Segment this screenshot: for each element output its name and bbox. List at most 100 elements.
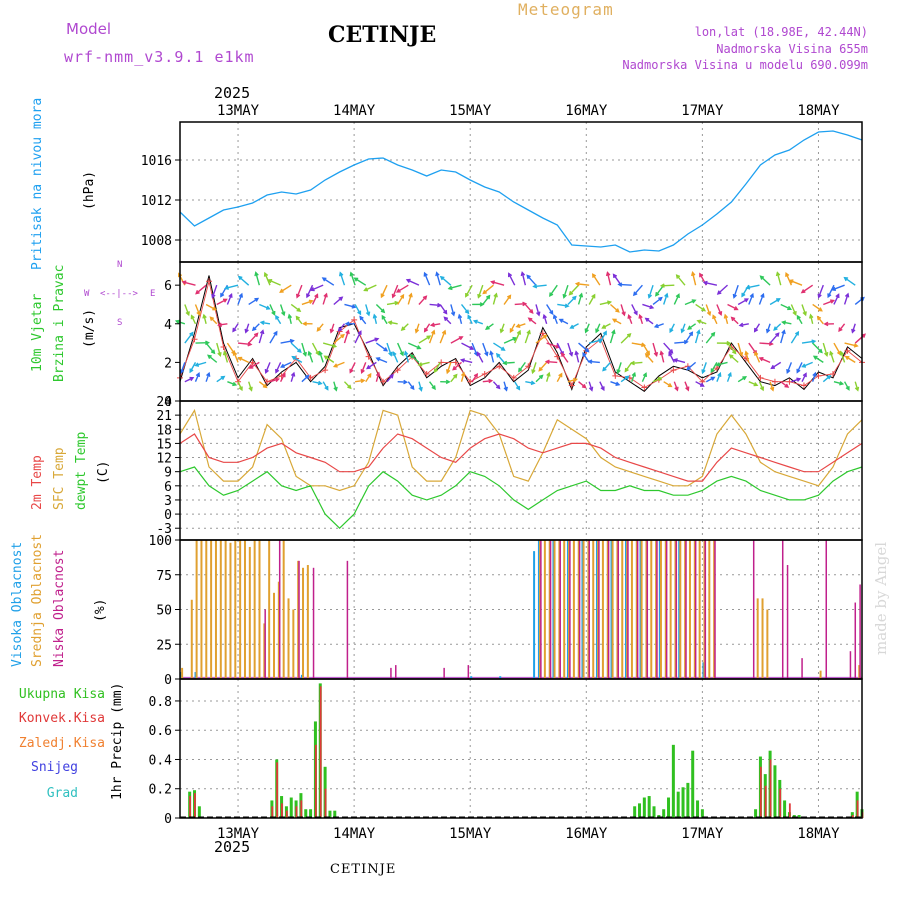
cloud-bar [650, 540, 653, 679]
wind-legend-n: N [117, 260, 123, 270]
wind-arrow-head [194, 362, 200, 367]
wind-arrow [578, 381, 586, 389]
wind-arrow-head [408, 292, 413, 298]
wind-arrow-head [302, 351, 307, 357]
precip-bar [667, 797, 671, 818]
wind-arrow [660, 351, 665, 363]
wind-arrow-head [529, 309, 534, 314]
wind-arrow [397, 342, 404, 356]
wind-arrow [392, 352, 399, 363]
wind-arrow-head [484, 351, 489, 357]
wind-arrow [429, 381, 436, 390]
wind-arrow [290, 342, 302, 353]
wind-arrow [717, 284, 729, 295]
wind-arrow [460, 304, 469, 314]
wind-arrow [641, 342, 650, 355]
wind-arrow-head [844, 355, 850, 360]
wind-arrow-head [569, 324, 575, 329]
pressure-line [179, 130, 863, 253]
wind-arrow [471, 373, 478, 383]
cloud-bar [688, 540, 691, 679]
wind-arrow-head [211, 293, 216, 299]
y-tick-label: 4 [164, 318, 172, 333]
wind-arrow [189, 362, 197, 373]
station-title: CETINJE [328, 22, 437, 48]
wind-arrow [620, 304, 626, 316]
cloud-bar [645, 540, 648, 679]
wind-arrow-head [410, 385, 415, 391]
y-tick-label: 6 [164, 279, 172, 294]
wind-arrow-head [391, 293, 396, 299]
wind-arrow-head [536, 311, 541, 317]
wind-arrow-head [321, 277, 327, 282]
wind-arrow [365, 304, 370, 316]
precip-bar [271, 806, 274, 818]
wind-arrow-head [429, 322, 435, 328]
wind-arrow-head [818, 348, 823, 354]
wind-arrow [533, 284, 547, 288]
wind-arrow-head [568, 351, 574, 357]
pressure-unit: (hPa) [82, 170, 97, 210]
wind-arrow-head [207, 354, 212, 359]
wind-arrow [705, 376, 715, 383]
wind-arrow-head [522, 301, 528, 307]
cloud-bar [636, 540, 639, 679]
wind-arrow-head [222, 350, 228, 356]
wind-arrow-head [405, 278, 411, 284]
cloud-bar [568, 540, 571, 679]
panel-frame [179, 678, 863, 819]
wind-arrow-head [329, 328, 335, 334]
wind-arrow [373, 314, 378, 324]
wind-arrow [482, 284, 494, 294]
wind-arrow [710, 362, 718, 373]
cloud-bar [626, 540, 629, 679]
cloud-bar [685, 540, 687, 679]
cloud-bar [312, 567, 315, 679]
wind-arrow-head [287, 313, 293, 319]
wind-arrow [642, 303, 654, 309]
cloud-bar [572, 540, 575, 679]
precip-bar [189, 796, 191, 818]
cloud-bar [300, 674, 303, 679]
wind-arrow-head [323, 355, 329, 360]
wind-arrow [375, 372, 380, 382]
wind-arrow [759, 357, 771, 364]
cloud-bar [569, 540, 571, 679]
wind-arrow-head [669, 328, 674, 334]
wind-arrow [322, 293, 328, 305]
wind-arrow [312, 381, 322, 385]
cloud-bar [243, 540, 246, 679]
wind-arrow-head [638, 313, 643, 319]
wind-arrow-head [389, 373, 394, 379]
wind-arrow-head [220, 375, 226, 381]
wind-speed-marker [365, 353, 372, 360]
wind-arrow [618, 283, 632, 286]
wind-arrow-head [222, 298, 228, 303]
cloud-bar [581, 540, 584, 679]
wind-arrow [514, 302, 526, 306]
wind-arrow [376, 357, 388, 364]
cloud-bar [646, 540, 649, 679]
wind-arrow-head [375, 371, 381, 377]
wind-arrow-head [624, 375, 630, 380]
wind-arrow [748, 293, 754, 305]
day-tick-top: 18MAY [797, 103, 840, 119]
wind-arrow [599, 381, 605, 391]
wind-arrow-head [509, 328, 514, 334]
cloud-bar [219, 540, 222, 679]
wind-arrow [184, 332, 194, 344]
wind-arrow [531, 362, 537, 374]
wind-arrow-head [655, 292, 660, 297]
wind-arrow [311, 294, 319, 305]
wind-arrow-head [374, 337, 380, 342]
wind-arrow [338, 323, 346, 332]
wind-arrow [349, 362, 356, 373]
wind-arrow [701, 362, 707, 374]
wind-arrow-head [854, 386, 860, 392]
wind-arrow [561, 352, 569, 363]
wind-arrow-head [686, 365, 691, 371]
wind-arrow-head [624, 367, 629, 373]
wind-arrow [436, 272, 441, 286]
wind-arrow-head [237, 275, 243, 281]
dewpt-label: dewpt Temp [74, 431, 89, 510]
